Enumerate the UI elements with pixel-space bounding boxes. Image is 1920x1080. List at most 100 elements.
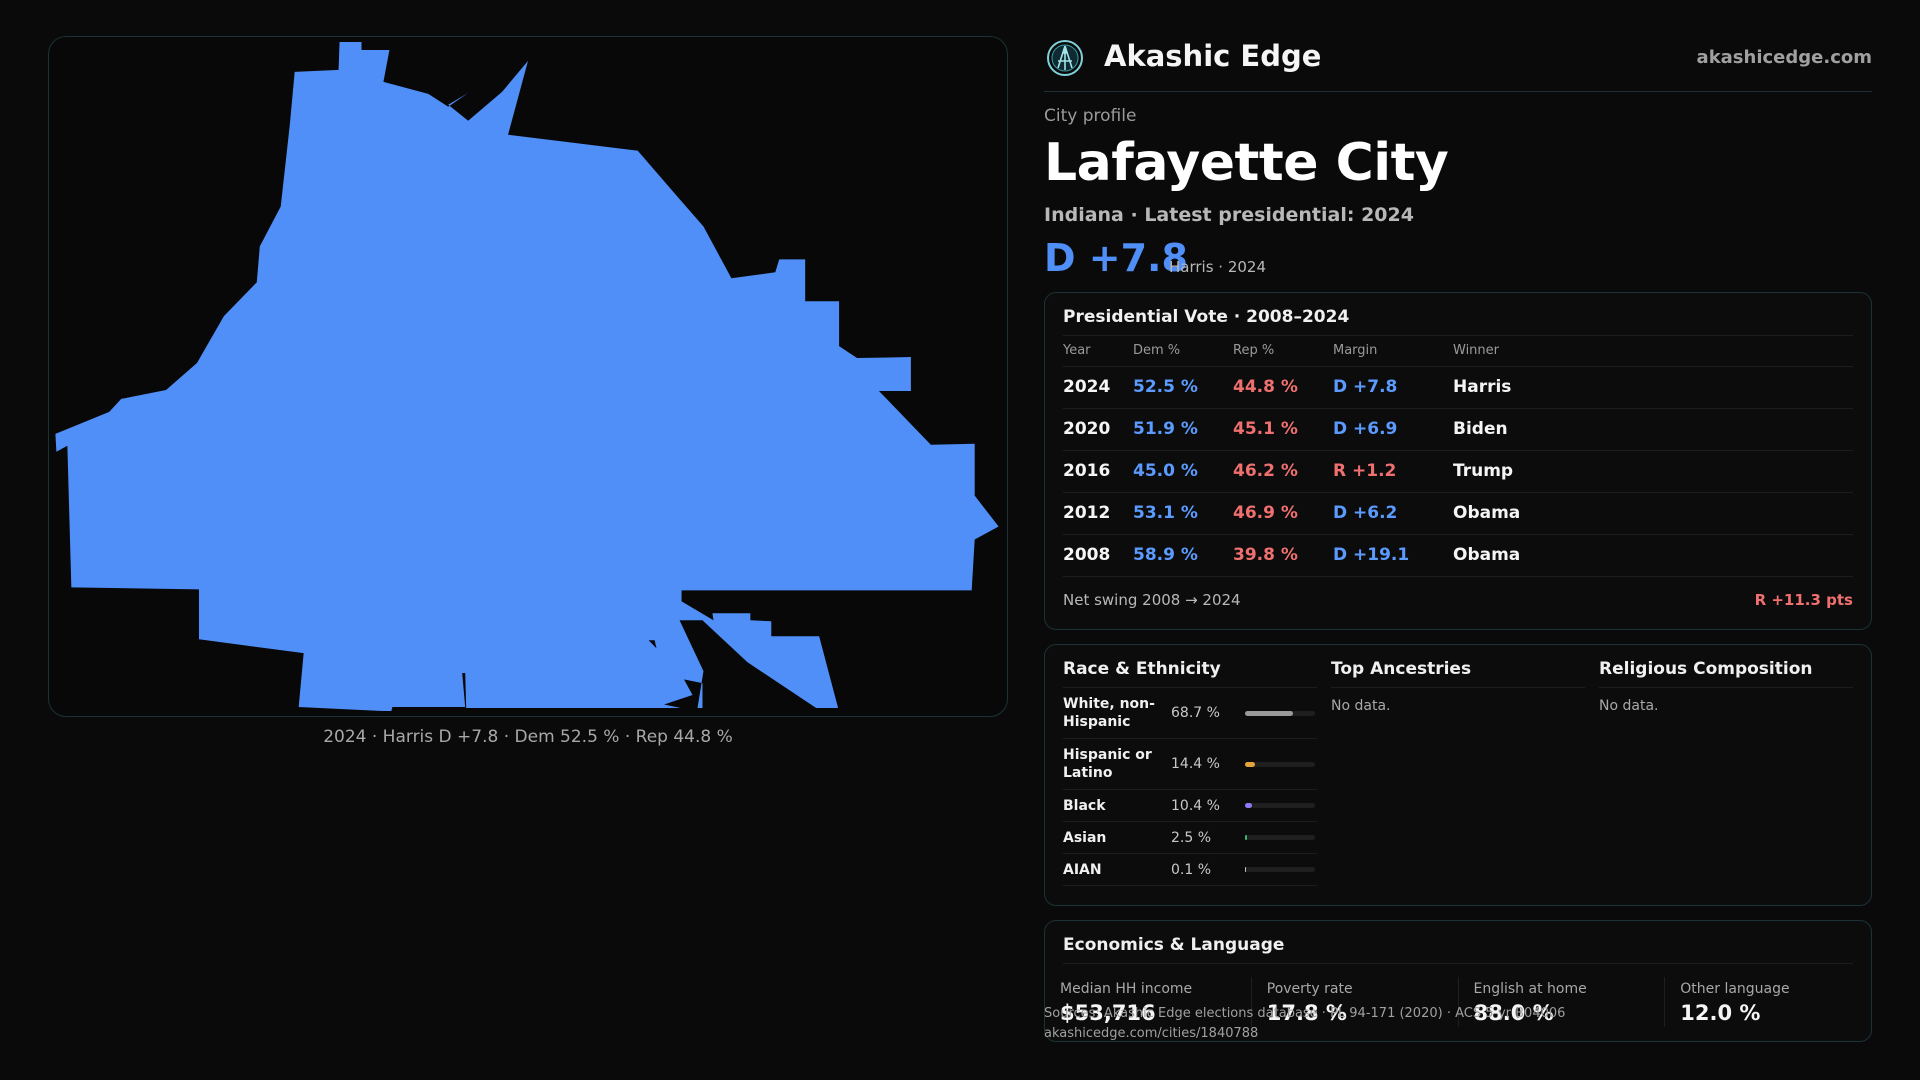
city-boundary-shape[interactable] [55, 41, 999, 712]
race-label: White, non-Hispanic [1063, 696, 1155, 730]
cell-winner: Harris [1453, 366, 1853, 409]
econ-cell-english: English at home 88.0 % [1457, 977, 1665, 1027]
cell-winner: Biden [1453, 408, 1853, 451]
page-title: Lafayette City [1044, 133, 1449, 193]
race-bar-fill [1245, 867, 1247, 872]
source-footer: Sources: Akashic Edge elections database… [1044, 1004, 1565, 1044]
cell-margin: D +6.2 [1333, 492, 1453, 535]
race-label: Black [1063, 797, 1106, 814]
table-row[interactable]: 2020 51.9 % 45.1 % D +6.9 Biden [1063, 408, 1853, 451]
cell-year: 2008 [1063, 534, 1133, 577]
econ-value: $53,716 [1060, 1001, 1156, 1025]
econ-label: English at home [1473, 981, 1587, 997]
race-row: Black 10.4 % [1063, 790, 1317, 822]
econ-value: 17.8 % [1266, 1001, 1347, 1025]
race-row: Asian 2.5 % [1063, 822, 1317, 854]
race-label: Hispanic or Latino [1063, 747, 1152, 781]
economics-card: Economics & Language Median HH income $5… [1044, 920, 1872, 1042]
econ-label: Other language [1680, 981, 1790, 997]
cell-rep: 45.1 % [1233, 408, 1333, 451]
econ-value: 12.0 % [1680, 1001, 1761, 1025]
table-header-row: Year Dem % Rep % Margin Winner [1063, 336, 1853, 367]
cell-year: 2020 [1063, 408, 1133, 451]
race-bar-fill [1245, 710, 1294, 716]
city-boundary-map [55, 41, 999, 712]
economics-grid: Median HH income $53,716 Poverty rate 17… [1045, 977, 1871, 1027]
race-bar [1245, 710, 1315, 716]
col-header-margin: Margin [1333, 336, 1453, 367]
race-pct: 14.4 % [1171, 756, 1220, 772]
race-ethnicity-section: Race & Ethnicity White, non-Hispanic 68.7… [1063, 659, 1317, 886]
brand-url-link[interactable]: akashicedge.com [1696, 47, 1872, 68]
cell-dem: 53.1 % [1133, 492, 1233, 535]
map-caption: 2024 · Harris D +7.8 · Dem 52.5 % · Rep … [323, 727, 733, 747]
religion-section: Religious Composition No data. [1599, 659, 1853, 714]
cell-year: 2012 [1063, 492, 1133, 535]
cell-dem: 52.5 % [1133, 366, 1233, 409]
col-header-rep: Rep % [1233, 336, 1333, 367]
race-row: AIAN 0.1 % [1063, 854, 1317, 886]
profile-column: Akashic Edge akashicedge.com City profil… [1044, 36, 1872, 1042]
cell-dem: 45.0 % [1133, 450, 1233, 493]
profile-eyebrow: City profile [1044, 106, 1137, 126]
presidential-card-title: Presidential Vote · 2008–2024 [1063, 307, 1853, 336]
econ-value: 88.0 % [1473, 1001, 1554, 1025]
cell-winner: Obama [1453, 534, 1853, 577]
race-label: AIAN [1063, 861, 1102, 878]
ancestries-section: Top Ancestries No data. [1331, 659, 1585, 714]
table-row[interactable]: 2024 52.5 % 44.8 % D +7.8 Harris [1063, 366, 1853, 409]
margin-summary: D +7.8 Harris · 2024 [1044, 236, 1872, 280]
cell-winner: Obama [1453, 492, 1853, 535]
race-pct: 0.1 % [1171, 861, 1212, 878]
cell-margin: D +7.8 [1333, 366, 1453, 409]
race-list: White, non-Hispanic 68.7 % Hispanic or Lat… [1063, 688, 1317, 886]
demographics-card: Race & Ethnicity White, non-Hispanic 68.7… [1044, 644, 1872, 906]
race-bar [1245, 835, 1315, 840]
headline-margin-sub: Harris · 2024 [1169, 258, 1267, 276]
city-map[interactable] [48, 36, 1008, 717]
table-row[interactable]: 2008 58.9 % 39.8 % D +19.1 Obama [1063, 534, 1853, 577]
race-bar [1245, 867, 1315, 872]
col-header-year: Year [1063, 336, 1133, 367]
cell-rep: 46.9 % [1233, 492, 1333, 535]
cell-rep: 39.8 % [1233, 534, 1333, 577]
cell-margin: D +6.9 [1333, 408, 1453, 451]
econ-label: Poverty rate [1266, 981, 1353, 997]
col-header-winner: Winner [1453, 336, 1853, 367]
headline-margin: D +7.8 [1044, 236, 1188, 280]
col-header-dem: Dem % [1133, 336, 1233, 367]
race-row: White, non-Hispanic 68.7 % [1063, 688, 1317, 739]
race-title: Race & Ethnicity [1063, 659, 1317, 688]
net-swing-value: R +11.3 pts [1754, 590, 1853, 609]
economics-title: Economics & Language [1063, 935, 1853, 964]
race-bar [1245, 761, 1315, 767]
cell-rep: 46.2 % [1233, 450, 1333, 493]
ancestries-nodata: No data. [1331, 698, 1391, 714]
presidential-table: Year Dem % Rep % Margin Winner 2024 52.5… [1063, 336, 1853, 577]
source-url-link[interactable]: akashicedge.com/cities/1840788 [1044, 1026, 1259, 1041]
race-row: Hispanic or Latino 14.4 % [1063, 739, 1317, 790]
cell-margin: R +1.2 [1333, 450, 1453, 493]
net-swing-row: Net swing 2008 → 2024 R +11.3 pts [1063, 577, 1853, 623]
ancestries-title: Top Ancestries [1331, 659, 1585, 688]
econ-cell-other-language: Other language 12.0 % [1664, 977, 1871, 1027]
cell-year: 2024 [1063, 366, 1133, 409]
race-bar-fill [1245, 803, 1253, 808]
cell-dem: 51.9 % [1133, 408, 1233, 451]
presidential-vote-card: Presidential Vote · 2008–2024 Year Dem %… [1044, 292, 1872, 630]
cell-dem: 58.9 % [1133, 534, 1233, 577]
race-pct: 2.5 % [1171, 829, 1212, 846]
cell-winner: Trump [1453, 450, 1853, 493]
race-bar [1245, 803, 1315, 808]
table-row[interactable]: 2016 45.0 % 46.2 % R +1.2 Trump [1063, 450, 1853, 493]
race-bar-fill [1245, 761, 1256, 767]
net-swing-label: Net swing 2008 → 2024 [1063, 590, 1241, 609]
source-text: Sources: Akashic Edge elections database… [1044, 1006, 1566, 1021]
cell-margin: D +19.1 [1333, 534, 1453, 577]
cell-rep: 44.8 % [1233, 366, 1333, 409]
cell-year: 2016 [1063, 450, 1133, 493]
econ-cell-poverty: Poverty rate 17.8 % [1250, 977, 1458, 1027]
akashic-logo-icon[interactable] [1046, 39, 1084, 77]
religion-title: Religious Composition [1599, 659, 1853, 688]
table-row[interactable]: 2012 53.1 % 46.9 % D +6.2 Obama [1063, 492, 1853, 535]
